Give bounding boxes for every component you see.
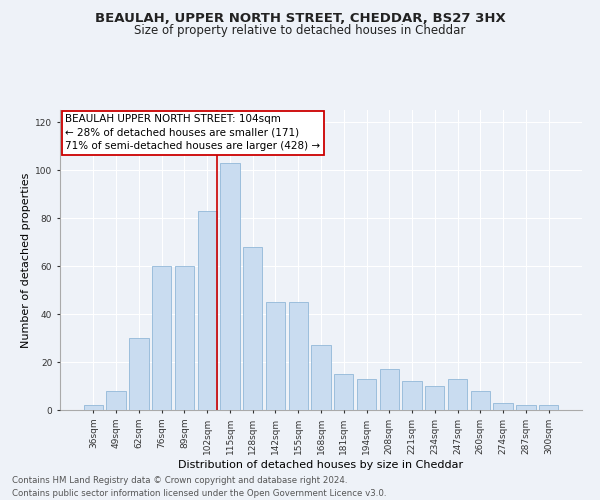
Bar — [129, 338, 149, 410]
Bar — [380, 369, 399, 410]
Bar — [311, 345, 331, 410]
Text: BEAULAH, UPPER NORTH STREET, CHEDDAR, BS27 3HX: BEAULAH, UPPER NORTH STREET, CHEDDAR, BS… — [95, 12, 505, 26]
Bar — [334, 374, 353, 410]
Bar — [197, 211, 217, 410]
Bar — [357, 379, 376, 410]
Bar — [516, 405, 536, 410]
Text: Size of property relative to detached houses in Cheddar: Size of property relative to detached ho… — [134, 24, 466, 37]
Bar — [425, 386, 445, 410]
Bar — [152, 266, 172, 410]
Bar — [243, 247, 262, 410]
X-axis label: Distribution of detached houses by size in Cheddar: Distribution of detached houses by size … — [178, 460, 464, 469]
Bar — [106, 391, 126, 410]
Bar — [289, 302, 308, 410]
Bar — [470, 391, 490, 410]
Bar — [220, 163, 239, 410]
Text: BEAULAH UPPER NORTH STREET: 104sqm
← 28% of detached houses are smaller (171)
71: BEAULAH UPPER NORTH STREET: 104sqm ← 28%… — [65, 114, 320, 151]
Bar — [266, 302, 285, 410]
Y-axis label: Number of detached properties: Number of detached properties — [21, 172, 31, 348]
Bar — [84, 405, 103, 410]
Text: Contains HM Land Registry data © Crown copyright and database right 2024.
Contai: Contains HM Land Registry data © Crown c… — [12, 476, 386, 498]
Bar — [448, 379, 467, 410]
Bar — [539, 405, 558, 410]
Bar — [403, 381, 422, 410]
Bar — [493, 403, 513, 410]
Bar — [175, 266, 194, 410]
